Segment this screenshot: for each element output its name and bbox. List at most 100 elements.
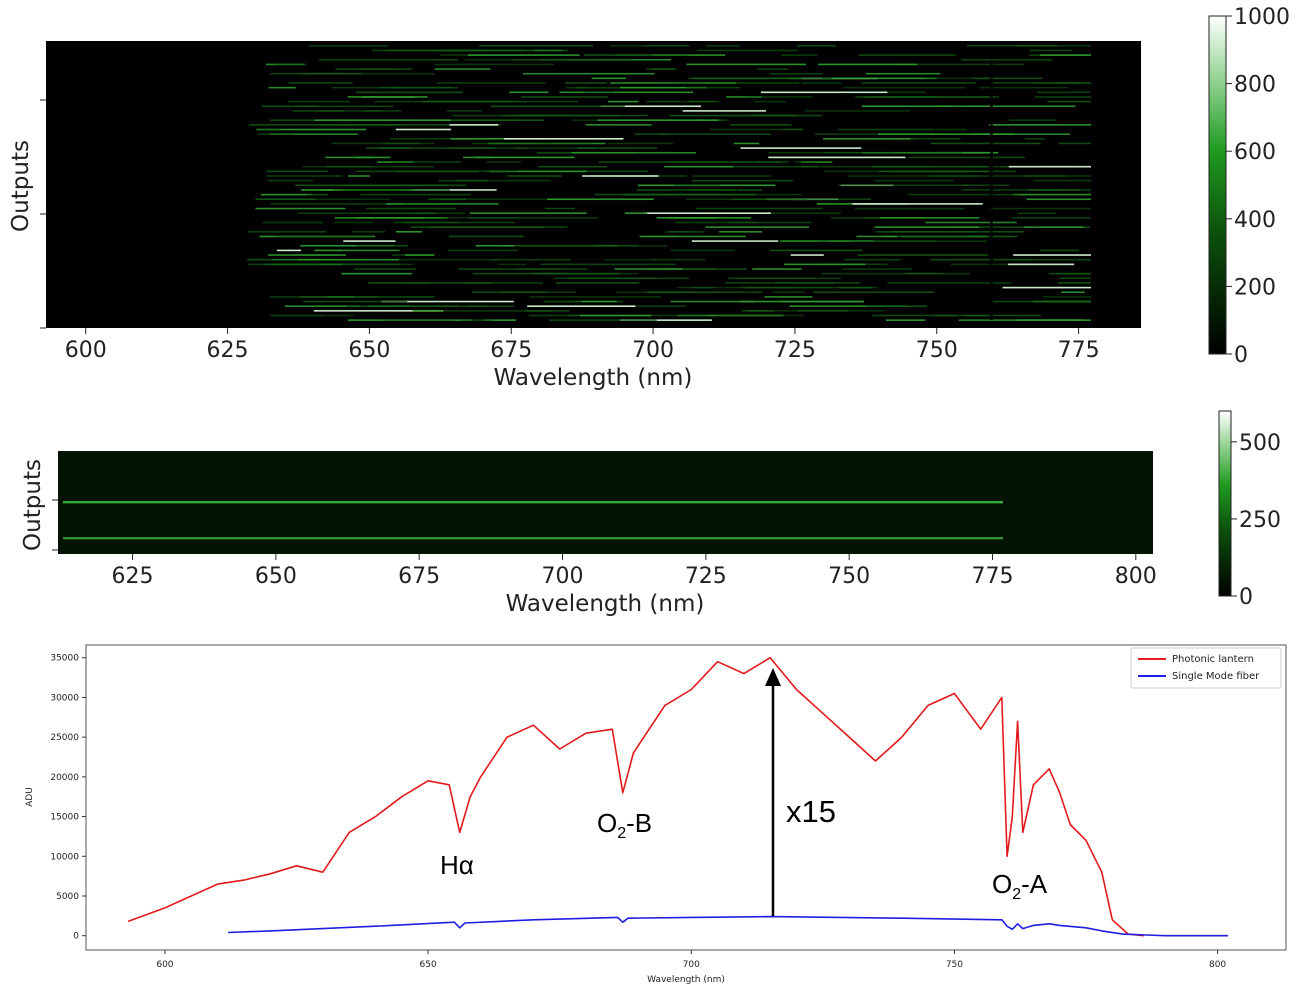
heatmap-streak <box>794 161 816 163</box>
heatmap-streak <box>441 217 520 219</box>
heatmap-streak <box>341 272 412 275</box>
heatmap-streak <box>925 221 1017 224</box>
heatmap-streak <box>449 147 528 149</box>
y-tick-label: 25000 <box>50 733 79 743</box>
heatmap-streak <box>303 300 408 303</box>
heatmap-streak <box>297 105 394 108</box>
heatmap-streak <box>790 254 824 256</box>
legend-label-photonic: Photonic lantern <box>1172 654 1254 665</box>
heatmap-streak <box>701 82 800 84</box>
heatmap-streak <box>427 198 467 201</box>
x-tick-label: 750 <box>916 338 958 363</box>
x-tick-label: 750 <box>828 564 870 589</box>
heatmap-streak <box>979 86 1068 89</box>
heatmap-middle-traces <box>63 501 1003 540</box>
heatmap-streak <box>989 207 1091 210</box>
heatmap-streak <box>360 193 471 196</box>
heatmap-streak <box>857 254 988 256</box>
heatmap-streak <box>686 86 740 89</box>
y-tick-label: 30000 <box>50 693 79 703</box>
heatmap-streak <box>830 217 927 219</box>
heatmap-streak <box>313 310 444 312</box>
colorbar-tick-label: 200 <box>1234 275 1276 300</box>
heatmap-streak <box>452 114 566 117</box>
heatmap-streak <box>434 63 555 66</box>
x-tick-label: 650 <box>420 960 437 970</box>
x-tick-label: 725 <box>774 338 816 363</box>
heatmap-streak <box>564 82 608 84</box>
series-line-photonic-lantern <box>127 656 1144 937</box>
heatmap-streak <box>936 105 1076 108</box>
heatmap-streak <box>276 63 307 66</box>
heatmap-streak <box>801 165 933 168</box>
heatmap-streak <box>270 203 404 205</box>
heatmap-streak <box>772 291 806 294</box>
heatmap-streak <box>276 249 302 252</box>
heatmap-top-traces <box>246 45 1091 321</box>
heatmap-streak <box>606 277 690 280</box>
x-tick-label: 700 <box>632 338 674 363</box>
heatmap-streak <box>607 100 639 103</box>
heatmap-streak <box>288 82 353 84</box>
heatmap-streak <box>270 314 324 317</box>
heatmap-streak <box>726 96 762 98</box>
heatmap-streak <box>449 124 499 126</box>
heatmap-streak <box>947 226 1032 228</box>
heatmap-streak <box>861 82 976 84</box>
heatmap-streak <box>624 212 648 214</box>
x15-arrow-head <box>765 668 781 686</box>
heatmap-streak <box>732 198 872 201</box>
heatmap-streak <box>692 175 772 177</box>
y-tick-label: 10000 <box>50 852 79 862</box>
heatmap-streak <box>646 68 675 70</box>
heatmap-streak <box>822 77 937 80</box>
x-tick-label: 625 <box>207 338 249 363</box>
heatmap-streak <box>345 305 459 307</box>
heatmap-streak <box>509 91 549 94</box>
y-tick-label: 35000 <box>50 654 79 664</box>
heatmap-streak <box>961 189 1081 191</box>
heatmap-streak <box>356 244 408 247</box>
heatmap-streak <box>575 86 657 89</box>
heatmap-streak <box>730 124 792 126</box>
heatmap-streak <box>362 96 428 98</box>
heatmap-streak <box>308 45 389 47</box>
heatmap-streak <box>548 319 657 321</box>
heatmap-streak <box>295 184 422 187</box>
heatmap-streak <box>1011 217 1091 219</box>
heatmap-streak <box>789 305 905 307</box>
heatmap-streak <box>331 142 435 145</box>
heatmap-streak <box>614 268 683 270</box>
x-tick-label: 625 <box>112 564 154 589</box>
colorbar-middle-ticks: 0 250 500 <box>1231 431 1281 610</box>
heatmap-streak <box>684 291 722 294</box>
heatmap-streak <box>673 184 721 187</box>
heatmap-streak <box>260 193 313 196</box>
heatmap-streak <box>1047 100 1091 103</box>
heatmap-streak <box>934 314 958 317</box>
heatmap-streak <box>299 296 435 298</box>
heatmap-streak <box>464 282 543 284</box>
heatmap-streak <box>298 258 399 261</box>
heatmap-streak <box>1002 286 1091 289</box>
heatmap-streak <box>645 45 687 47</box>
heatmap-streak <box>607 142 673 145</box>
heatmap-streak <box>852 203 983 205</box>
heatmap-streak <box>709 128 804 131</box>
heatmap-trace <box>63 501 1003 504</box>
heatmap-streak <box>395 231 423 233</box>
heatmap-streak <box>764 296 813 298</box>
heatmap-streak <box>622 193 755 196</box>
heatmap-streak <box>908 156 1026 159</box>
heatmap-streak <box>865 305 928 307</box>
x-tick-label: 750 <box>946 960 963 970</box>
heatmap-streak <box>412 310 442 312</box>
heatmap-streak <box>469 212 587 214</box>
legend: Photonic lantern Single Mode fiber <box>1130 647 1282 689</box>
heatmap-streak <box>309 72 436 75</box>
heatmap-streak <box>555 282 640 284</box>
heatmap-streak <box>678 82 737 84</box>
heatmap-streak <box>668 161 781 163</box>
heatmap-streak <box>634 133 666 135</box>
heatmap-streak <box>434 68 491 70</box>
